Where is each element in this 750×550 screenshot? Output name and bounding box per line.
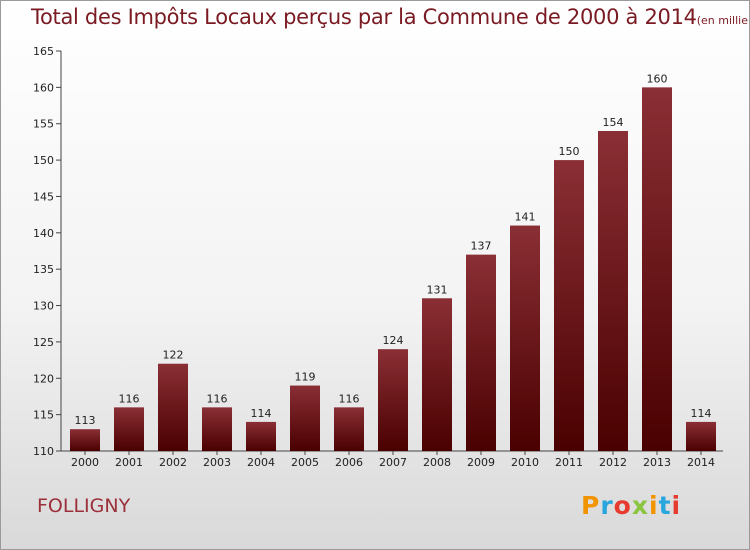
bar-2011: [554, 160, 584, 451]
y-tick-label: 145: [33, 190, 54, 203]
data-label-2006: 116: [339, 392, 360, 405]
x-tick-label-2001: 2001: [115, 456, 143, 469]
x-tick-label-2013: 2013: [643, 456, 671, 469]
x-tick-label-2008: 2008: [423, 456, 451, 469]
y-tick-label: 120: [33, 372, 54, 385]
chart-title-unit: (en milliers d'€): [696, 14, 749, 27]
data-label-2009: 137: [471, 240, 492, 253]
logo-letter: t: [658, 491, 672, 520]
bar-2001: [114, 407, 144, 451]
data-label-2004: 114: [251, 407, 272, 420]
logo-letter: i: [649, 491, 659, 520]
bar-2010: [510, 225, 540, 451]
x-tick-label-2003: 2003: [203, 456, 231, 469]
bar-2006: [334, 407, 364, 451]
x-tick-label-2010: 2010: [511, 456, 539, 469]
data-label-2003: 116: [207, 392, 228, 405]
bar-2014: [686, 421, 716, 451]
data-label-2008: 131: [427, 283, 448, 296]
chart-title-main: Total des Impôts Locaux perçus par la Co…: [31, 5, 697, 29]
commune-name: FOLLIGNY: [37, 495, 131, 517]
x-tick-label-2011: 2011: [555, 456, 583, 469]
x-tick-label-2007: 2007: [379, 456, 407, 469]
logo-letter: P: [581, 491, 601, 520]
x-tick-label-2009: 2009: [467, 456, 495, 469]
x-tick-label-2004: 2004: [247, 456, 275, 469]
bar-2013: [642, 87, 672, 451]
bar-2005: [290, 385, 320, 451]
data-label-2010: 141: [515, 211, 536, 224]
x-tick-label-2002: 2002: [159, 456, 187, 469]
x-tick-label-2000: 2000: [71, 456, 99, 469]
y-tick-label: 135: [33, 263, 54, 276]
proxiti-logo: Proxiti: [581, 491, 681, 520]
data-label-2014: 114: [691, 407, 712, 420]
x-tick-label-2005: 2005: [291, 456, 319, 469]
bar-2000: [70, 429, 100, 451]
logo-letter: r: [600, 491, 614, 520]
data-label-2001: 116: [119, 392, 140, 405]
logo-letter: i: [671, 491, 682, 520]
data-label-2007: 124: [383, 334, 404, 347]
y-tick-label: 165: [33, 45, 54, 58]
y-tick-label: 115: [33, 409, 54, 422]
bar-2009: [466, 254, 496, 451]
bar-2012: [598, 131, 628, 451]
bar-2008: [422, 298, 452, 451]
data-label-2012: 154: [603, 116, 624, 129]
data-label-2005: 119: [295, 371, 316, 384]
y-tick-label: 140: [33, 227, 54, 240]
y-tick-label: 125: [33, 336, 54, 349]
data-label-2002: 122: [163, 349, 184, 362]
y-tick-label: 130: [33, 300, 54, 313]
logo-letter: o: [613, 491, 632, 520]
x-tick-label-2012: 2012: [599, 456, 627, 469]
bar-2007: [378, 349, 408, 451]
data-label-2011: 150: [559, 145, 580, 158]
x-tick-label-2006: 2006: [335, 456, 363, 469]
bar-2003: [202, 407, 232, 451]
data-label-2013: 160: [647, 72, 668, 85]
data-label-2000: 113: [75, 414, 96, 427]
bar-2004: [246, 421, 276, 451]
x-tick-label-2014: 2014: [687, 456, 715, 469]
y-tick-label: 155: [33, 118, 54, 131]
y-tick-label: 150: [33, 154, 54, 167]
chart-title: Total des Impôts Locaux perçus par la Co…: [31, 5, 749, 29]
bar-2002: [158, 363, 188, 451]
y-tick-label: 110: [33, 445, 54, 458]
logo-letter: x: [631, 491, 649, 520]
y-tick-label: 160: [33, 81, 54, 94]
